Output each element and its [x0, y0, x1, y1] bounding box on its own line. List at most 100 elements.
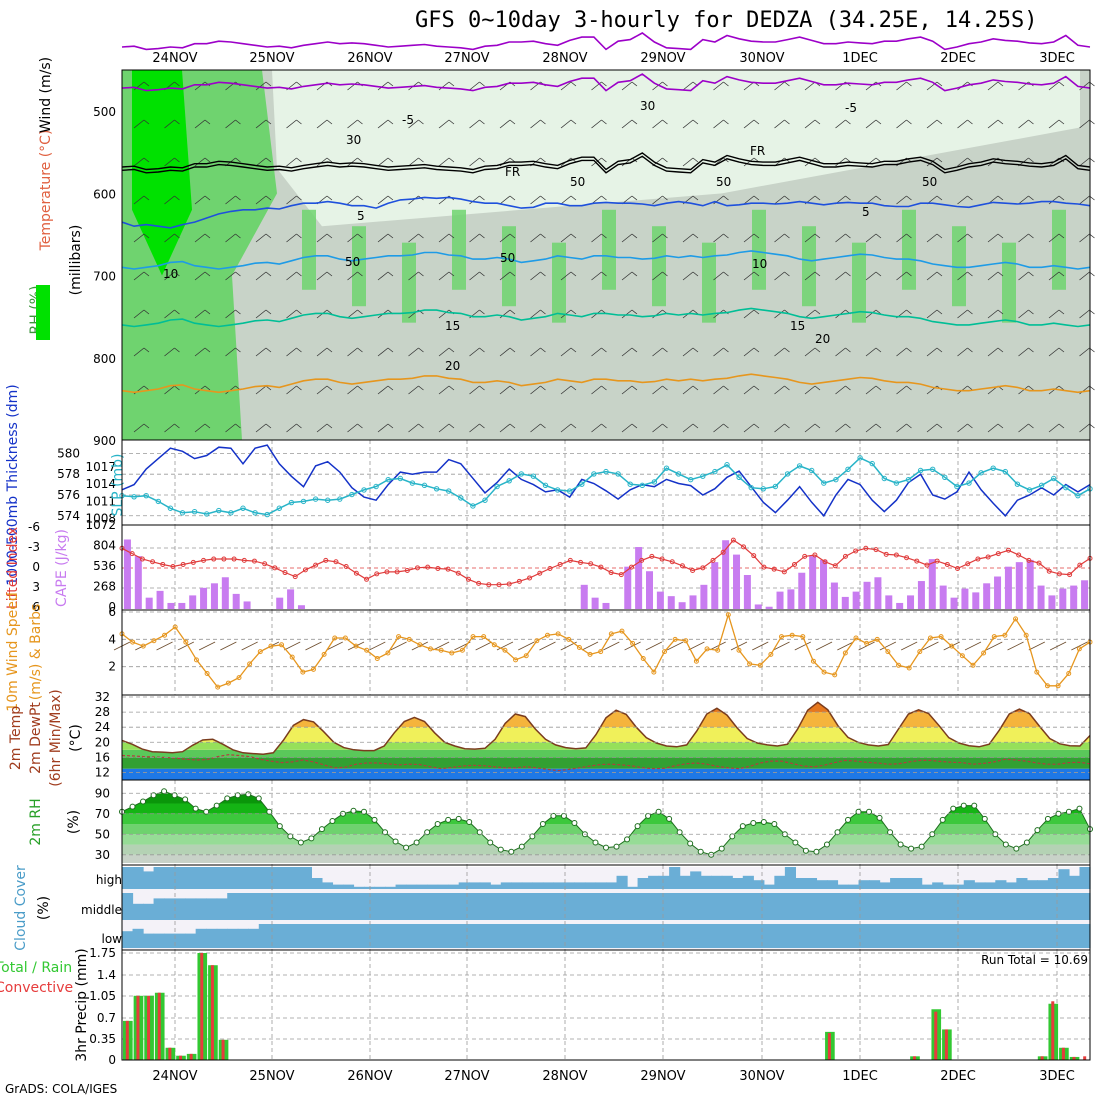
- lifted-index-marker: [761, 564, 767, 570]
- slp-marker: [518, 471, 524, 477]
- lifted-index-marker: [639, 557, 645, 563]
- lifted-index-marker: [649, 553, 655, 559]
- lifted-index-marker: [343, 563, 349, 569]
- cloud-bar: [658, 924, 670, 948]
- wind-barb: [225, 195, 241, 205]
- rh-moist-streak: [452, 209, 466, 290]
- cloud-bar: [869, 924, 881, 948]
- wind-barb: [804, 233, 821, 243]
- rh-marker: [845, 816, 851, 823]
- cape-bar: [874, 577, 882, 609]
- cloud-bar: [206, 928, 218, 948]
- cloud-bar: [227, 893, 239, 920]
- lifted-index-marker: [333, 559, 339, 565]
- wind-barb: [286, 309, 302, 319]
- cloud-bar: [784, 893, 796, 920]
- slp-marker: [675, 471, 682, 477]
- precip-convective-bar: [210, 965, 214, 1060]
- date-label-bottom: 29NOV: [640, 1069, 685, 1084]
- wind10m-barb: [432, 641, 450, 651]
- wind-barb: [652, 347, 668, 357]
- wind10m-barb: [220, 641, 237, 651]
- wind-barb: [682, 119, 699, 129]
- wind10m-barb: [858, 641, 875, 651]
- cloud-bar: [648, 893, 660, 920]
- rh-units: (%): [66, 810, 82, 834]
- freezing-level-line: [121, 152, 1091, 171]
- lifted-index-marker: [618, 572, 624, 578]
- cloud-bar: [1005, 882, 1017, 889]
- cloud-bar: [700, 875, 712, 889]
- slp-marker: [869, 460, 875, 467]
- cloud-level-label: middle: [81, 903, 122, 917]
- wind-barb: [957, 157, 973, 167]
- slp-marker: [1063, 484, 1069, 491]
- lifted-index-marker: [975, 556, 981, 562]
- cloud-bar: [584, 893, 597, 920]
- wind-barb: [530, 385, 546, 395]
- rh-marker: [960, 802, 967, 809]
- slp-marker: [954, 483, 960, 490]
- wind-barb: [774, 423, 790, 433]
- temp-band: [122, 712, 1090, 728]
- cloud-bar: [742, 875, 754, 889]
- lifted-index-marker: [302, 567, 308, 573]
- wind-barb: [713, 271, 729, 281]
- date-label-top: 27NOV: [444, 51, 489, 66]
- cloud-bar: [584, 924, 597, 948]
- cloud-bar: [774, 924, 786, 948]
- wind-barb: [1048, 271, 1065, 281]
- wind-barb: [713, 347, 729, 357]
- wind-barb: [164, 119, 180, 129]
- cloud-bar: [669, 893, 681, 920]
- wind-barb: [133, 119, 150, 129]
- lifted-index-marker: [904, 555, 910, 561]
- wind-barb: [133, 271, 150, 281]
- wind-barb: [804, 157, 821, 167]
- rh-band: [122, 791, 1090, 794]
- slp-marker: [312, 496, 319, 502]
- wind-barb: [591, 347, 607, 357]
- wind-barb: [499, 119, 516, 129]
- cloud-bar: [406, 884, 418, 889]
- cloud-bar: [374, 924, 386, 948]
- slp-marker: [204, 511, 210, 517]
- lifted-index-marker: [150, 559, 156, 565]
- wind10m-marker: [364, 647, 370, 653]
- wind-barb: [499, 271, 516, 281]
- pressure-tick: 800: [93, 352, 116, 366]
- rh-marker: [371, 816, 378, 823]
- temp-line: [121, 701, 1091, 756]
- rh-marker: [318, 826, 325, 833]
- thickness-tick: 576: [57, 488, 80, 502]
- wind-barb: [530, 423, 546, 433]
- wind10m-marker: [1013, 616, 1019, 622]
- wind-barb: [377, 233, 394, 243]
- rh-band: [122, 824, 1090, 835]
- lifted-index-marker: [873, 547, 879, 553]
- date-label-bottom: 1DEC: [842, 1069, 878, 1084]
- slp-marker: [240, 505, 246, 511]
- date-label-top: 24NOV: [152, 51, 197, 66]
- lifted-index-marker: [455, 570, 461, 576]
- cloud-bar: [416, 884, 428, 889]
- cloud-bar: [763, 893, 775, 920]
- rh-marker: [140, 798, 147, 805]
- cloud-bar: [500, 893, 512, 920]
- slp-marker: [639, 482, 645, 489]
- slp-marker: [191, 508, 198, 515]
- lifted-index-marker: [465, 576, 471, 582]
- lifted-index-marker: [516, 578, 522, 584]
- cloud-bar: [364, 924, 376, 948]
- cloud-bar: [300, 867, 312, 889]
- wind-barb: [987, 119, 1004, 129]
- cloud-bar: [700, 893, 712, 920]
- lifted-index-marker: [364, 576, 370, 582]
- lifted-index-marker: [170, 563, 176, 569]
- wind-barb: [225, 347, 241, 357]
- li-tick: -3: [28, 540, 40, 554]
- cloud-bar: [458, 924, 470, 948]
- slp-marker: [1014, 481, 1021, 487]
- lifted-index-marker: [690, 568, 696, 574]
- cloud-bar: [700, 924, 712, 948]
